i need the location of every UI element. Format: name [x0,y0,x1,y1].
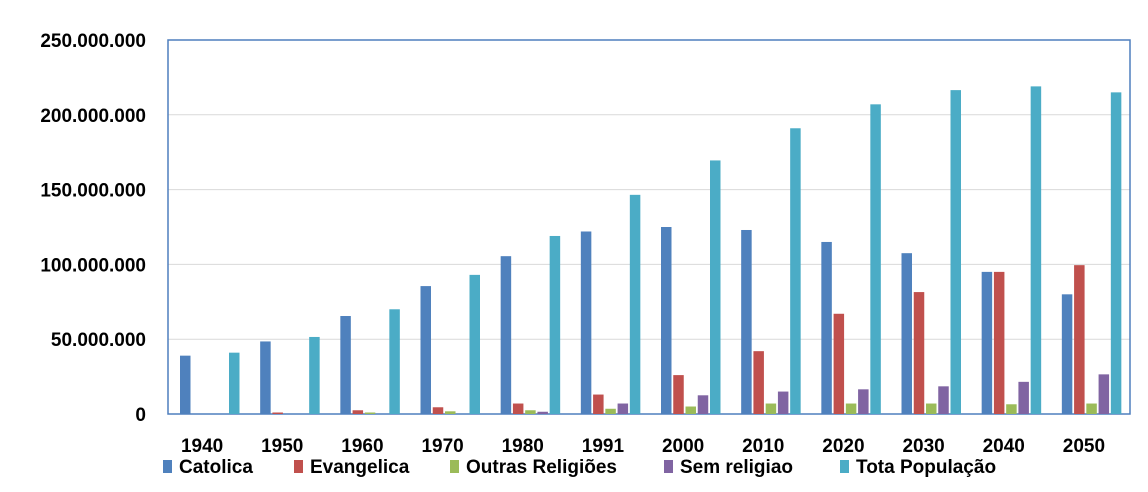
x-tick-label: 1950 [261,436,303,457]
bars [180,86,1122,415]
bar-tota-popula-o-2030 [950,90,961,414]
legend-label: Outras Religiões [466,457,617,478]
bar-evangelica-2030 [913,292,925,414]
bar-tota-popula-o-1970 [469,274,480,414]
bar-sem-religiao-2000 [697,395,709,414]
legend: Catolica Evangelica Outras Religiões Sem re… [163,457,996,478]
bar-evangelica-2040 [993,271,1005,414]
bar-evangelica-1970 [432,407,444,414]
bar-catolica-2050 [1061,294,1073,414]
bar-sem-religiao-2010 [777,391,789,414]
legend-label: Catolica [179,457,253,478]
bar-sem-religiao-1980 [537,411,548,414]
bar-sem-religiao-2020 [858,389,869,414]
bar-catolica-1970 [420,286,431,414]
x-tick-label: 2030 [902,436,944,457]
y-tick-label: 0 [135,405,146,426]
bar-evangelica-2010 [753,351,764,414]
bar-outras-religi-es-2040 [1006,404,1017,414]
bar-tota-popula-o-2010 [790,128,801,414]
y-tick-label: 200.000.000 [40,106,146,127]
plot-area-frame [167,39,1131,415]
bar-catolica-1950 [260,341,271,414]
x-tick-label: 2020 [822,436,864,457]
bar-sem-religiao-2040 [1018,381,1029,414]
bar-catolica-2000 [661,227,672,414]
bar-outras-religi-es-2030 [926,403,937,414]
x-tick-label: 2010 [742,436,784,457]
bar-evangelica-1960 [352,410,364,414]
bar-tota-popula-o-1950 [309,336,320,414]
legend-swatch [294,460,303,473]
x-tick-label: 1980 [502,436,544,457]
bar-outras-religi-es-1970 [445,411,456,414]
legend-swatch [840,460,849,473]
bar-sem-religiao-2050 [1098,374,1110,414]
legend-swatch [163,460,172,473]
x-tick-label: 1960 [341,436,383,457]
bar-catolica-2040 [981,271,993,414]
x-axis-tick-labels: 1940 1950 1960 1970 1980 1991 2000 2010 2020 2030… [181,436,1105,457]
bar-tota-popula-o-1940 [229,352,240,414]
bar-evangelica-2050 [1074,265,1085,414]
bar-outras-religi-es-1991 [605,408,616,414]
x-tick-label: 2000 [662,436,704,457]
bar-evangelica-1991 [593,394,604,414]
x-tick-label: 2050 [1063,436,1105,457]
bar-tota-popula-o-2050 [1110,92,1122,415]
bar-tota-popula-o-1991 [629,194,641,414]
legend-label: Sem religiao [680,457,793,478]
bar-tota-popula-o-1980 [549,235,561,414]
x-tick-label: 1970 [421,436,463,457]
bar-outras-religi-es-1980 [525,410,536,414]
bar-sem-religiao-2030 [938,386,949,414]
legend-swatch [664,460,673,473]
bar-outras-religi-es-2050 [1086,403,1097,414]
bar-catolica-1960 [340,316,351,414]
bar-evangelica-2020 [833,313,845,414]
bar-outras-religi-es-2010 [765,403,777,414]
bar-catolica-1980 [500,256,512,414]
bar-outras-religi-es-2000 [685,406,696,414]
legend-label: Tota População [856,457,996,478]
bar-catolica-2010 [741,229,752,414]
bar-catolica-1940 [180,355,191,414]
x-tick-label: 2040 [983,436,1025,457]
bar-evangelica-1980 [512,403,524,414]
legend-label: Evangelica [310,457,410,478]
bar-tota-popula-o-2000 [710,160,721,414]
bar-catolica-2030 [901,253,912,414]
bar-tota-popula-o-2040 [1030,86,1042,414]
bar-catolica-1991 [580,231,592,414]
bar-outras-religi-es-1960 [364,412,376,414]
bar-outras-religi-es-2020 [845,403,857,414]
y-axis-tick-labels: 0 50.000.000 100.000.000 150.000.000 200.000… [40,31,146,426]
gridlines [168,114,1130,340]
legend-swatch [450,460,459,473]
bar-evangelica-1950 [272,412,283,414]
bar-sem-religiao-1991 [617,403,629,414]
bar-evangelica-2000 [673,375,684,414]
y-tick-label: 100.000.000 [40,255,146,276]
bar-tota-popula-o-2020 [870,104,881,414]
x-tick-label: 1940 [181,436,223,457]
y-tick-label: 150.000.000 [40,181,146,202]
bar-tota-popula-o-1960 [389,309,400,414]
bar-catolica-2020 [821,241,832,414]
y-tick-label: 50.000.000 [51,330,146,351]
y-tick-label: 250.000.000 [40,31,146,52]
x-tick-label: 1991 [582,436,625,457]
